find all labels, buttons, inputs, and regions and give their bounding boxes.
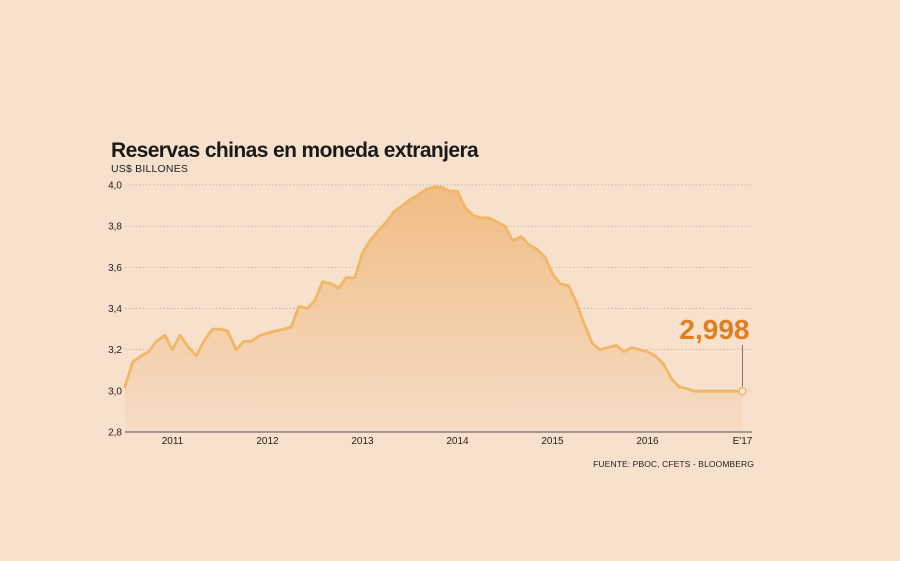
y-tick-label: 3,2 bbox=[108, 345, 122, 356]
callout-value-label: 2,998 bbox=[679, 314, 749, 345]
series-line bbox=[123, 185, 744, 393]
source-note: FUENTE: PBOC, CFETS - BLOOMBERG bbox=[593, 459, 754, 469]
y-tick-label: 3,6 bbox=[108, 263, 122, 274]
series-area bbox=[125, 187, 743, 432]
chart-title: Reservas chinas en moneda extranjera bbox=[111, 139, 479, 162]
x-tick-label: 2015 bbox=[541, 436, 564, 447]
y-tick-label: 4,0 bbox=[108, 181, 122, 192]
y-tick-label: 3,8 bbox=[108, 222, 122, 233]
x-tick-label: 2012 bbox=[256, 436, 279, 447]
y-tick-label: 3,0 bbox=[108, 386, 122, 397]
x-tick-label: 2016 bbox=[636, 436, 659, 447]
callout-marker bbox=[738, 386, 747, 396]
x-tick-label: E'17 bbox=[733, 436, 753, 447]
x-tick-label: 2013 bbox=[351, 436, 374, 447]
y-axis-tick-labels: 2,8 3,0 3,2 3,4 3,6 3,8 4,0 bbox=[108, 181, 122, 439]
x-axis-tick-labels: 2011 2012 2013 2014 2015 2016 E'17 bbox=[162, 436, 753, 447]
x-tick-label: 2014 bbox=[446, 436, 469, 447]
callout: 2,998 bbox=[679, 314, 750, 396]
x-tick-label: 2011 bbox=[162, 436, 184, 447]
y-tick-label: 3,4 bbox=[108, 304, 122, 315]
chart-subtitle-units: US$ BILLONES bbox=[111, 163, 189, 175]
y-tick-label: 2,8 bbox=[108, 428, 122, 439]
